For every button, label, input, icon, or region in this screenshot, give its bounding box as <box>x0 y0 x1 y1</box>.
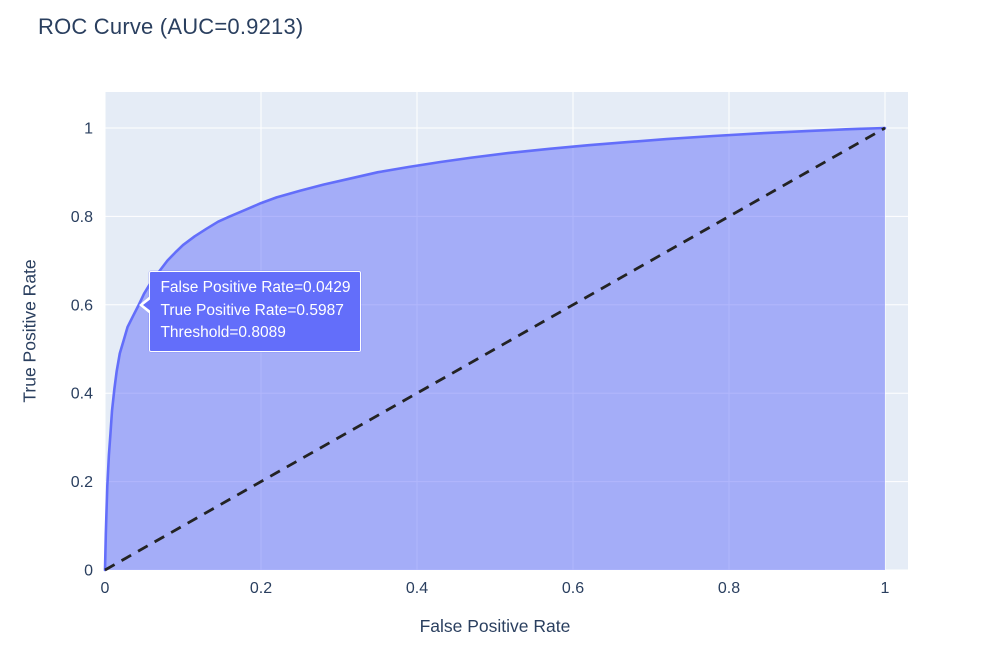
y-axis-title: True Positive Rate <box>19 259 40 403</box>
x-tick-label: 1 <box>881 580 890 597</box>
tooltip-line-fpr: False Positive Rate=0.0429 <box>160 279 351 297</box>
hover-tooltip: False Positive Rate=0.0429 True Positive… <box>139 271 362 352</box>
y-tick-label: 0.2 <box>71 474 93 491</box>
x-tick-label: 0.2 <box>250 580 272 597</box>
x-tick-label: 0.6 <box>562 580 584 597</box>
tooltip-line-threshold: Threshold=0.8089 <box>160 324 286 342</box>
x-tick-label: 0.8 <box>718 580 740 597</box>
y-tick-label: 1 <box>84 121 93 138</box>
y-tick-label: 0 <box>84 563 93 580</box>
y-tick-label: 0.6 <box>71 297 93 314</box>
y-tick-label: 0.8 <box>71 209 93 226</box>
x-axis-title: False Positive Rate <box>419 616 571 636</box>
x-tick-label: 0.4 <box>406 580 428 597</box>
x-tick-label: 0 <box>101 580 110 597</box>
chance-diagonal-line <box>104 126 886 572</box>
roc-curve-line <box>103 126 887 572</box>
y-tick-label: 0.4 <box>71 386 93 403</box>
chart-title: ROC Curve (AUC=0.9213) <box>38 14 304 39</box>
tooltip-line-tpr: True Positive Rate=0.5987 <box>160 301 344 319</box>
